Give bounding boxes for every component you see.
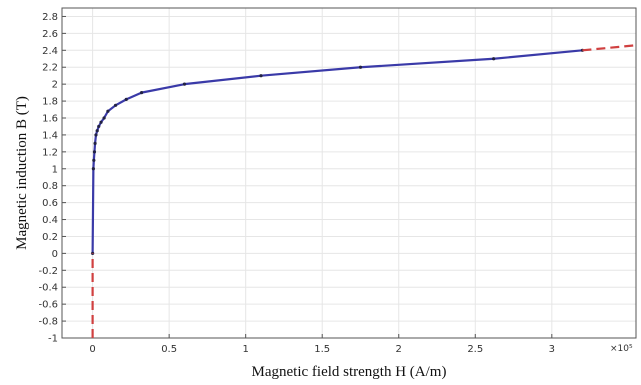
y-tick-label: 1.4	[42, 130, 58, 141]
x-tick-label: 3	[549, 344, 555, 355]
y-tick-label: 2	[52, 80, 58, 91]
x-tick-label: 2	[396, 344, 402, 355]
y-tick-label: 1.6	[42, 114, 58, 125]
y-tick-label: 1.2	[42, 147, 58, 158]
data-point	[97, 124, 101, 129]
y-axis-label: Magnetic induction B (T)	[14, 96, 30, 250]
y-tick-label: 1	[52, 164, 58, 175]
x-tick-label: 1	[242, 344, 248, 355]
plot-area-frame	[61, 7, 637, 339]
data-point	[95, 129, 99, 133]
data-point	[93, 141, 97, 145]
data-point	[106, 109, 110, 113]
y-tick-label: 0.2	[42, 232, 58, 243]
y-tick-label: 0.6	[42, 198, 58, 209]
series-group	[91, 44, 637, 338]
data-point	[113, 103, 118, 107]
data-point	[102, 116, 106, 120]
y-tick-label: -0.8	[38, 317, 58, 328]
x-tick-label: 2.5	[467, 344, 483, 355]
data-point	[139, 91, 144, 95]
y-tick-label: 2.2	[42, 63, 58, 74]
x-multiplier-label: ×10⁵	[610, 344, 633, 354]
data-point	[92, 150, 97, 154]
x-tick-label: 0.5	[161, 344, 177, 355]
y-tick-label: 2.4	[42, 46, 58, 57]
series-line-2	[582, 44, 637, 52]
y-tick-label: 0	[52, 249, 58, 260]
y-tick-label: 2.8	[42, 12, 58, 23]
data-point	[99, 120, 103, 124]
data-point	[182, 82, 187, 86]
grid	[62, 8, 636, 339]
x-tick-label: 0	[89, 344, 95, 355]
data-point	[124, 97, 128, 101]
y-tick-label: -0.6	[38, 300, 58, 311]
y-tick-label: -1	[48, 334, 58, 345]
data-point	[94, 133, 98, 137]
data-point	[91, 167, 95, 171]
axis-ticks: -1 -0.8 -0.6 -0.4 -0.2 0 0.2 0.4 0.6 0.8 1 1.2 1.4 1.…	[38, 12, 555, 355]
x-axis-label: Magnetic field strength H (A/m)	[252, 364, 447, 380]
y-tick-label: 1.8	[42, 97, 58, 108]
data-point	[358, 65, 363, 69]
y-tick-label: 0.4	[42, 215, 58, 226]
y-tick-label: 2.6	[42, 29, 58, 40]
y-tick-label: -0.4	[38, 283, 58, 294]
data-point	[92, 158, 96, 162]
x-tick-label: 1.5	[314, 344, 330, 355]
y-tick-label: -0.2	[38, 266, 58, 277]
y-tick-label: 0.8	[42, 181, 58, 192]
data-point	[259, 74, 263, 78]
data-point	[492, 57, 496, 61]
